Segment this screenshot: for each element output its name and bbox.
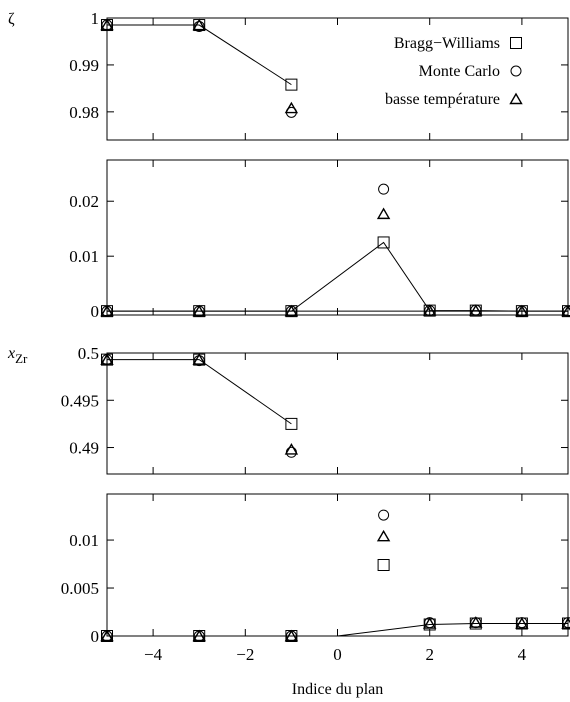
series-triangle bbox=[100, 18, 299, 114]
series-triangle bbox=[100, 353, 299, 455]
y-tick-label: 0.5 bbox=[78, 344, 99, 363]
data-point-circle bbox=[378, 183, 390, 195]
series-circle bbox=[101, 354, 297, 458]
data-point-triangle bbox=[284, 443, 299, 455]
data-point-square bbox=[377, 236, 390, 249]
chart-panel-1: 1 0.99 0.98 bbox=[69, 9, 569, 141]
data-point-triangle bbox=[422, 617, 437, 629]
series-line bbox=[107, 623, 568, 637]
chart-panel-2: 0.02 0.01 0 bbox=[69, 159, 570, 321]
x-tick-label: 4 bbox=[518, 645, 527, 664]
data-point-triangle bbox=[284, 101, 299, 114]
data-point-triangle bbox=[192, 304, 206, 317]
legend: Bragg−Williams Monte Carlo basse températu… bbox=[385, 35, 523, 108]
y-tick-label: 0.005 bbox=[61, 579, 99, 598]
legend-label: basse température bbox=[385, 91, 500, 108]
y-tick-label: 0.49 bbox=[69, 439, 99, 458]
x-tick-label: −2 bbox=[236, 645, 254, 664]
series-circle bbox=[101, 509, 570, 642]
y-tick-label: 0 bbox=[91, 302, 100, 321]
ylabel-sub: Zr bbox=[15, 351, 28, 366]
plot-frame bbox=[106, 493, 569, 637]
data-point-triangle bbox=[284, 629, 299, 642]
data-point-triangle bbox=[376, 529, 391, 542]
y-tick-label: 0.99 bbox=[69, 56, 99, 75]
data-point-triangle bbox=[100, 18, 114, 31]
data-point-circle bbox=[378, 509, 390, 521]
x-tick-label: 2 bbox=[425, 645, 434, 664]
data-point-triangle bbox=[422, 304, 437, 316]
data-point-triangle bbox=[100, 304, 114, 317]
series-line bbox=[107, 241, 568, 312]
y-axis-label-xzr: xZr bbox=[7, 345, 28, 366]
legend-label: Monte Carlo bbox=[419, 63, 500, 80]
series-triangle bbox=[100, 207, 570, 317]
y-tick-label: 0.01 bbox=[69, 247, 99, 266]
series-line bbox=[107, 359, 292, 425]
data-point-triangle bbox=[515, 617, 529, 629]
data-point-square bbox=[285, 417, 298, 430]
series-square bbox=[101, 236, 570, 318]
legend-marker-square bbox=[510, 37, 522, 49]
y-tick-label: 0 bbox=[91, 627, 100, 646]
data-point-triangle bbox=[561, 304, 570, 317]
y-tick-label: 1 bbox=[91, 9, 100, 28]
data-point-circle bbox=[285, 446, 297, 458]
series-square bbox=[101, 559, 570, 642]
legend-marker-circle bbox=[510, 65, 522, 77]
legend-label: Bragg−Williams bbox=[394, 35, 500, 52]
x-tick-label: 0 bbox=[333, 645, 342, 664]
data-point-triangle bbox=[469, 616, 483, 628]
y-axis-label-zeta: ζ bbox=[8, 11, 15, 28]
data-point-triangle bbox=[192, 629, 206, 642]
y-tick-label: 0.02 bbox=[69, 192, 99, 211]
data-point-triangle bbox=[192, 18, 206, 31]
x-tick-label: −4 bbox=[144, 645, 163, 664]
chart-panel-4: 0.01 0.005 0 −4 −2 0 2 4 bbox=[61, 493, 570, 664]
data-point-triangle bbox=[100, 353, 114, 365]
chart-panel-3: 0.5 0.495 0.49 bbox=[61, 344, 569, 475]
data-point-triangle bbox=[192, 353, 206, 365]
data-point-triangle bbox=[515, 304, 529, 317]
data-point-triangle bbox=[561, 617, 570, 629]
y-tick-label: 0.98 bbox=[69, 103, 99, 122]
data-point-circle bbox=[193, 20, 205, 32]
plot-frame bbox=[106, 159, 569, 316]
data-point-triangle bbox=[284, 304, 299, 317]
ylabel-main: x bbox=[7, 345, 15, 362]
data-point-triangle bbox=[469, 304, 483, 316]
data-point-triangle bbox=[376, 207, 391, 220]
data-point-square bbox=[377, 559, 390, 571]
y-tick-label: 0.01 bbox=[69, 531, 99, 550]
series-line bbox=[107, 24, 292, 86]
y-tick-label: 0.495 bbox=[61, 391, 99, 410]
series-circle bbox=[101, 183, 570, 317]
x-axis-label: Indice du plan bbox=[292, 681, 384, 698]
data-point-triangle bbox=[100, 629, 114, 642]
plot-frame bbox=[106, 352, 569, 475]
series-triangle bbox=[100, 529, 570, 642]
data-point-square bbox=[285, 78, 298, 91]
legend-marker-triangle bbox=[509, 92, 523, 105]
